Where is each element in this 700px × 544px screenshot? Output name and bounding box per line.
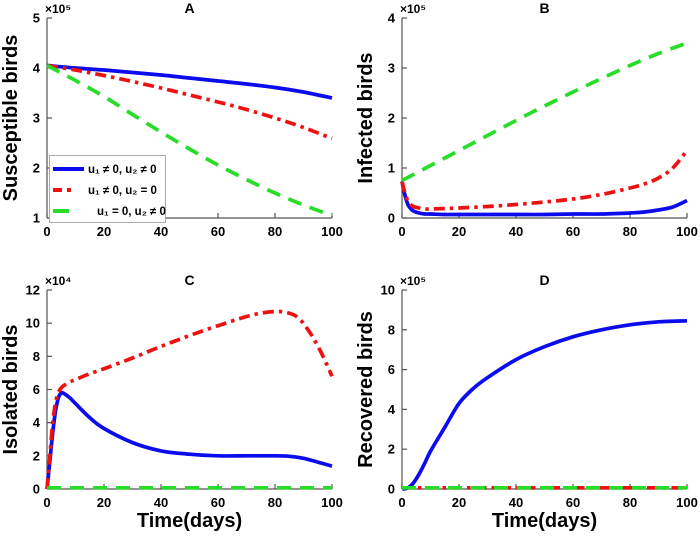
y-tick-label: 2 bbox=[388, 442, 395, 457]
x-tick-label: 20 bbox=[97, 495, 111, 510]
subplot-C: 0 20 40 60 80 100 0 2 4 6 8 10 12 C ×10⁴ Isolated birds… bbox=[0, 272, 343, 532]
legend-label: u₁ ≠ 0, u₂ = 0 bbox=[88, 185, 157, 197]
x-tick-label: 100 bbox=[321, 495, 343, 510]
y-tick-label: 1 bbox=[388, 161, 395, 176]
y-tick-label: 6 bbox=[388, 362, 395, 377]
subplot-A: 0 20 40 60 80 100 1 2 3 4 5 A ×10⁵ Susceptible birds u… bbox=[0, 0, 343, 239]
x-tick-label: 60 bbox=[566, 224, 580, 239]
x-axis-label: Time(days) bbox=[492, 510, 597, 532]
legend: u₁ ≠ 0, u₂ ≠ 0 u₁ ≠ 0, u₂ = 0 u₁ = 0, u₂ ≠… bbox=[49, 155, 166, 223]
y-axis-label: Recovered birds bbox=[355, 311, 377, 468]
axis-exponent-label: ×10⁵ bbox=[400, 2, 426, 16]
series-group bbox=[45, 309, 334, 490]
legend-label: u₁ ≠ 0, u₂ ≠ 0 bbox=[88, 164, 157, 176]
y-tick-label: 4 bbox=[388, 402, 396, 417]
curve-A-red bbox=[46, 63, 333, 141]
y-tick-label: 0 bbox=[388, 482, 395, 497]
x-tick-label: 40 bbox=[509, 495, 523, 510]
x-axis-label: Time(days) bbox=[137, 510, 242, 532]
x-tick-label: 0 bbox=[43, 495, 50, 510]
y-tick-label: 3 bbox=[388, 61, 395, 76]
curve-A-green bbox=[46, 63, 333, 218]
curve-B-red bbox=[400, 149, 689, 211]
x-tick-label: 40 bbox=[154, 495, 168, 510]
x-tick-label: 40 bbox=[509, 224, 523, 239]
plot-title: B bbox=[539, 0, 549, 16]
series-group bbox=[400, 41, 689, 217]
curve-C-red bbox=[45, 309, 334, 490]
series-group bbox=[401, 318, 688, 491]
y-tick-label: 2 bbox=[33, 161, 40, 176]
x-tick-label: 80 bbox=[623, 224, 637, 239]
y-tick-label: 4 bbox=[33, 415, 41, 430]
x-tick-label: 0 bbox=[398, 224, 405, 239]
y-tick-label: 0 bbox=[33, 482, 40, 497]
y-tick-label: 5 bbox=[33, 11, 40, 26]
subplot-D: 0 20 40 60 80 100 0 2 4 6 8 10 D ×10⁵ Recovered birds T… bbox=[355, 272, 698, 532]
y-tick-label: 12 bbox=[26, 283, 40, 298]
curve-A-blue bbox=[46, 63, 333, 100]
y-axis-label: Isolated birds bbox=[0, 324, 22, 454]
y-axis-label: Infected birds bbox=[355, 52, 377, 183]
y-tick-label: 1 bbox=[33, 211, 40, 226]
axis-exponent-label: ×10⁵ bbox=[45, 2, 71, 16]
curve-B-blue bbox=[400, 181, 688, 217]
axis-exponent-label: ×10⁵ bbox=[400, 274, 426, 288]
plot-title: C bbox=[184, 272, 194, 288]
y-tick-label: 10 bbox=[26, 316, 40, 331]
x-tick-label: 20 bbox=[452, 224, 466, 239]
x-tick-label: 20 bbox=[452, 495, 466, 510]
x-tick-label: 80 bbox=[623, 495, 637, 510]
series-group bbox=[46, 63, 333, 218]
x-tick-label: 100 bbox=[676, 224, 698, 239]
x-tick-label: 60 bbox=[211, 224, 225, 239]
curve-D-blue bbox=[401, 318, 688, 491]
axis-exponent-label: ×10⁴ bbox=[45, 274, 71, 288]
y-tick-label: 2 bbox=[33, 448, 40, 463]
y-tick-label: 8 bbox=[33, 349, 40, 364]
y-tick-label: 4 bbox=[33, 61, 41, 76]
x-tick-label: 100 bbox=[676, 495, 698, 510]
y-tick-label: 10 bbox=[381, 283, 395, 298]
x-tick-label: 100 bbox=[321, 224, 343, 239]
y-tick-label: 6 bbox=[33, 382, 40, 397]
x-tick-label: 60 bbox=[566, 495, 580, 510]
legend-label: u₁ = 0, u₂ ≠ 0 bbox=[97, 206, 166, 218]
x-tick-label: 60 bbox=[211, 495, 225, 510]
x-tick-label: 80 bbox=[268, 224, 282, 239]
curve-B-green bbox=[401, 41, 688, 183]
subplot-B: 0 20 40 60 80 100 0 1 2 3 4 B ×10⁵ Infected birds bbox=[355, 0, 698, 239]
y-tick-label: 4 bbox=[388, 11, 396, 26]
y-tick-label: 2 bbox=[388, 111, 395, 126]
x-tick-label: 0 bbox=[43, 224, 50, 239]
y-axis-label: Susceptible birds bbox=[0, 35, 22, 202]
plot-title: A bbox=[184, 0, 194, 16]
y-tick-label: 8 bbox=[388, 322, 395, 337]
plot-title: D bbox=[539, 272, 549, 288]
x-tick-label: 0 bbox=[398, 495, 405, 510]
y-tick-label: 3 bbox=[33, 111, 40, 126]
x-tick-label: 20 bbox=[97, 224, 111, 239]
y-tick-label: 0 bbox=[388, 211, 395, 226]
x-tick-label: 40 bbox=[154, 224, 168, 239]
x-tick-label: 80 bbox=[268, 495, 282, 510]
